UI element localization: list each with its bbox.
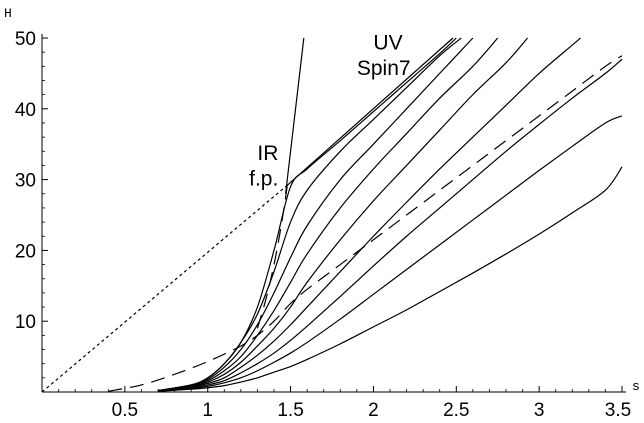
- x-tick-label: 1.5: [277, 400, 303, 421]
- x-tick-label: 2.5: [443, 400, 469, 421]
- y-axis-label: H: [4, 6, 12, 21]
- series-line-12: [157, 166, 623, 392]
- x-tick-label: 0.5: [112, 400, 138, 421]
- axes: [41, 34, 626, 393]
- series-line-4: [157, 37, 457, 392]
- series-line-10: [157, 58, 623, 392]
- series-line-7: [157, 37, 499, 392]
- series-line-8: [157, 37, 528, 392]
- y-tick-label: 50: [15, 29, 36, 50]
- annotation-layer: UV Spin7 IRf.p.: [249, 31, 410, 190]
- x-tick-label: 1: [202, 400, 213, 421]
- annotation-label: UV: [373, 31, 402, 54]
- y-tick-label: 30: [15, 171, 36, 192]
- series-line-5: [157, 37, 462, 392]
- y-tick-label: 10: [15, 312, 36, 333]
- series-line-6: [157, 37, 474, 392]
- tick-layer: 0.5 1 1.5 2 2.5 3 3.5 10 20 30 40 50: [15, 29, 631, 421]
- x-axis-label: s: [632, 379, 640, 394]
- series-line-2: [286, 37, 454, 186]
- annotation-label: Spin7: [357, 57, 411, 80]
- series-line-9: [157, 37, 581, 392]
- curve-layer: [42, 37, 623, 392]
- x-tick-label: 3: [534, 400, 545, 421]
- y-tick-label: 20: [15, 241, 36, 262]
- annotation-label: f.p.: [249, 167, 278, 190]
- annotation-label: IR: [257, 142, 278, 165]
- x-tick-label: 3.5: [605, 400, 631, 421]
- series-line-14: [256, 185, 288, 329]
- x-tick-label: 2: [368, 400, 379, 421]
- series-line-3: [285, 37, 305, 194]
- y-tick-label: 40: [15, 100, 36, 121]
- series-line-11: [157, 115, 623, 392]
- series-line-13: [108, 55, 623, 392]
